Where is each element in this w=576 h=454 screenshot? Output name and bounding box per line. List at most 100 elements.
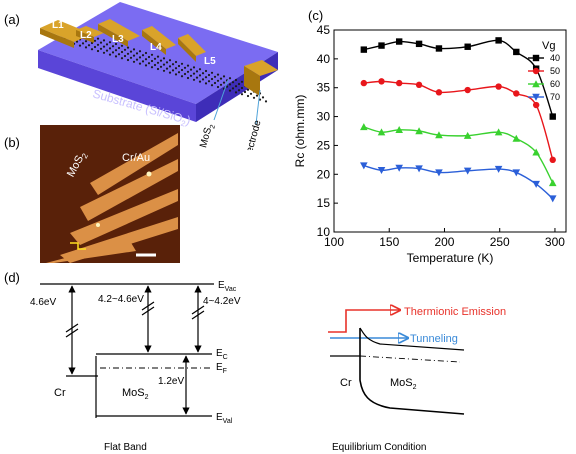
legend-label-vg-70: 70 — [550, 92, 560, 102]
equilibrium-caption: Equilibrium Condition — [332, 442, 427, 453]
data-point-vg-50 — [360, 79, 368, 87]
data-point-vg-60 — [532, 148, 540, 156]
segment-label-3: L3 — [112, 34, 124, 45]
series-line-vg-60 — [363, 126, 554, 184]
y-tick-label: 35 — [317, 81, 331, 95]
series-line-vg-50 — [363, 80, 554, 161]
data-point-vg-70 — [494, 165, 503, 173]
data-point-vg-50 — [464, 86, 471, 94]
legend-marker-vg-70 — [532, 93, 540, 101]
data-point-vg-60 — [463, 131, 472, 139]
data-point-vg-50 — [513, 90, 520, 97]
data-point-vg-50 — [415, 81, 423, 89]
legend-label-vg-40: 40 — [550, 53, 560, 63]
y-tick-label: 30 — [317, 110, 331, 124]
data-point-vg-60 — [360, 123, 368, 131]
afm-metal-label: Cr/Au — [122, 152, 150, 164]
device-schematic: L1 L2 L3 L4 L5 Substrate (Si/SiO2) MoS2 … — [38, 2, 278, 150]
panel-label-a: (a) — [4, 12, 20, 27]
level-evac: EVac — [218, 280, 237, 293]
data-point-vg-70 — [377, 167, 386, 175]
legend-label-vg-50: 50 — [550, 66, 560, 76]
legend-marker-vg-40 — [532, 54, 540, 62]
eq-semiconductor-label: MoS2 — [390, 377, 417, 391]
y-tick-label: 20 — [317, 167, 331, 181]
y-tick-label: 45 — [317, 23, 331, 37]
barrier-range-2: 4~4.2eV — [203, 296, 241, 307]
data-point-vg-40 — [464, 43, 471, 50]
thermionic-label: Thermionic Emission — [404, 306, 506, 318]
data-point-vg-70 — [395, 164, 403, 172]
y-tick-label: 15 — [317, 196, 331, 210]
segment-label-4: L4 — [150, 42, 162, 53]
level-eval: EVal — [216, 412, 233, 425]
data-point-vg-50 — [395, 79, 403, 87]
data-point-vg-70 — [548, 195, 557, 203]
x-tick-label: 150 — [379, 235, 399, 249]
legend-title: Vg — [542, 40, 555, 52]
y-axis-label: Rc (ohm.mm) — [293, 95, 307, 168]
data-point-vg-70 — [512, 169, 521, 177]
tunneling-label: Tunneling — [410, 333, 458, 345]
x-tick-label: 200 — [434, 235, 454, 249]
afm-image: MoS2 Cr/Au — [40, 125, 180, 263]
thermionic-arrow — [328, 310, 400, 333]
y-tick-label: 25 — [317, 138, 331, 152]
segment-label-2: L2 — [80, 30, 92, 41]
electrode-array — [40, 19, 278, 96]
data-point-vg-40 — [395, 38, 403, 45]
level-ef: EF — [216, 362, 227, 375]
data-point-vg-50 — [532, 101, 540, 109]
data-point-vg-60 — [548, 179, 557, 187]
data-point-vg-40 — [549, 113, 556, 120]
equilibrium-diagram: Thermionic Emission Tunneling Cr MoS2 Eq… — [328, 270, 506, 453]
substrate-front-face — [38, 50, 196, 122]
barrier-range-1: 4.2~4.6eV — [98, 294, 144, 305]
level-ec: EC — [216, 348, 228, 361]
data-point-vg-40 — [495, 37, 502, 44]
flat-band-caption: Flat Band — [104, 442, 147, 453]
data-point-vg-70 — [415, 165, 423, 173]
data-point-vg-50 — [549, 156, 556, 164]
x-tick-label: 250 — [490, 235, 510, 249]
panel-label-d: (d) — [4, 270, 20, 285]
segment-label-5: L5 — [204, 56, 216, 67]
y-tick-label: 10 — [317, 225, 331, 239]
legend-marker-vg-60 — [532, 80, 540, 88]
data-point-vg-70 — [435, 169, 443, 177]
data-point-vg-40 — [415, 40, 423, 48]
data-point-vg-50 — [435, 89, 443, 96]
data-point-vg-40 — [378, 42, 385, 49]
rc-vs-temperature-chart: 100 150 200 250 300 10 15 20 25 30 35 40 45 Temperatu… — [293, 23, 567, 265]
legend-marker-vg-50 — [532, 67, 540, 75]
semiconductor-label: MoS2 — [122, 387, 149, 401]
metal-label: Cr — [54, 387, 66, 399]
series-line-vg-40 — [363, 39, 554, 117]
data-point-vg-40 — [513, 48, 520, 56]
mos2-annotation: MoS2 — [198, 122, 217, 149]
data-point-vg-70 — [463, 167, 472, 175]
step-marker — [70, 242, 86, 250]
data-point-vg-70 — [532, 180, 540, 188]
x-tick-label: 300 — [545, 235, 565, 249]
flat-band-diagram: EVac EC EF EVal 4.6eV 4.2~4.6eV 4~4.2eV … — [30, 280, 241, 453]
data-point-vg-60 — [512, 134, 521, 142]
bandgap-label: 1.2eV — [158, 376, 184, 387]
panel-label-b: (b) — [4, 135, 20, 150]
data-point-vg-50 — [495, 83, 502, 90]
panel-label-c: (c) — [308, 8, 324, 23]
data-point-vg-50 — [378, 78, 385, 85]
data-point-vg-70 — [360, 162, 368, 170]
data-point-vg-60 — [435, 131, 443, 139]
segment-label-1: L1 — [52, 20, 64, 31]
data-point-vg-60 — [377, 128, 386, 136]
eq-metal-label: Cr — [340, 377, 352, 389]
x-axis-label: Temperature (K) — [407, 251, 494, 265]
data-point-vg-60 — [494, 128, 503, 136]
barrier-cr: 4.6eV — [30, 297, 56, 308]
data-point-vg-40 — [435, 45, 443, 52]
x-tick-label: 100 — [324, 235, 344, 249]
y-tick-label: 40 — [317, 52, 331, 66]
data-point-vg-60 — [395, 126, 403, 134]
data-point-vg-40 — [360, 46, 368, 53]
